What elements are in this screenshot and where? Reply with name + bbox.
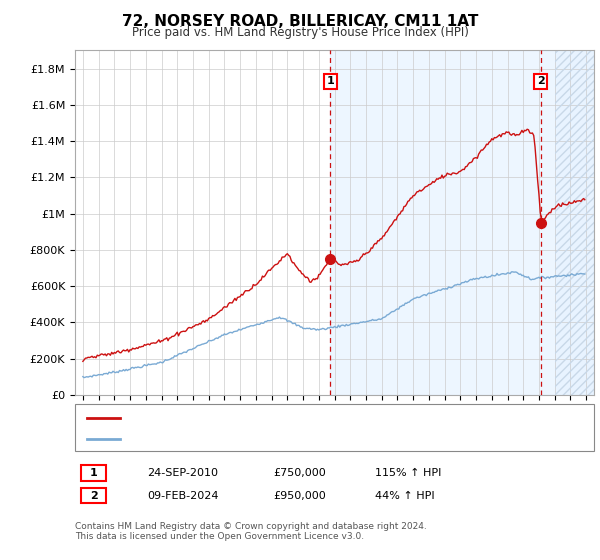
Text: 115% ↑ HPI: 115% ↑ HPI: [375, 468, 442, 478]
Text: 09-FEB-2024: 09-FEB-2024: [147, 491, 218, 501]
Text: £950,000: £950,000: [273, 491, 326, 501]
Text: 1: 1: [326, 76, 334, 86]
Text: 2: 2: [90, 491, 97, 501]
Text: Contains HM Land Registry data © Crown copyright and database right 2024.
This d: Contains HM Land Registry data © Crown c…: [75, 522, 427, 542]
Text: £750,000: £750,000: [273, 468, 326, 478]
Text: Price paid vs. HM Land Registry's House Price Index (HPI): Price paid vs. HM Land Registry's House …: [131, 26, 469, 39]
Text: 72, NORSEY ROAD, BILLERICAY, CM11 1AT: 72, NORSEY ROAD, BILLERICAY, CM11 1AT: [122, 14, 478, 29]
Bar: [330, 50, 594, 395]
Text: 44% ↑ HPI: 44% ↑ HPI: [375, 491, 434, 501]
Text: 72, NORSEY ROAD, BILLERICAY, CM11 1AT (detached house): 72, NORSEY ROAD, BILLERICAY, CM11 1AT (d…: [126, 413, 440, 423]
Text: 1: 1: [90, 468, 97, 478]
Text: HPI: Average price, detached house, Basildon: HPI: Average price, detached house, Basi…: [126, 434, 364, 444]
Text: 2: 2: [537, 76, 545, 86]
Text: 24-SEP-2010: 24-SEP-2010: [147, 468, 218, 478]
